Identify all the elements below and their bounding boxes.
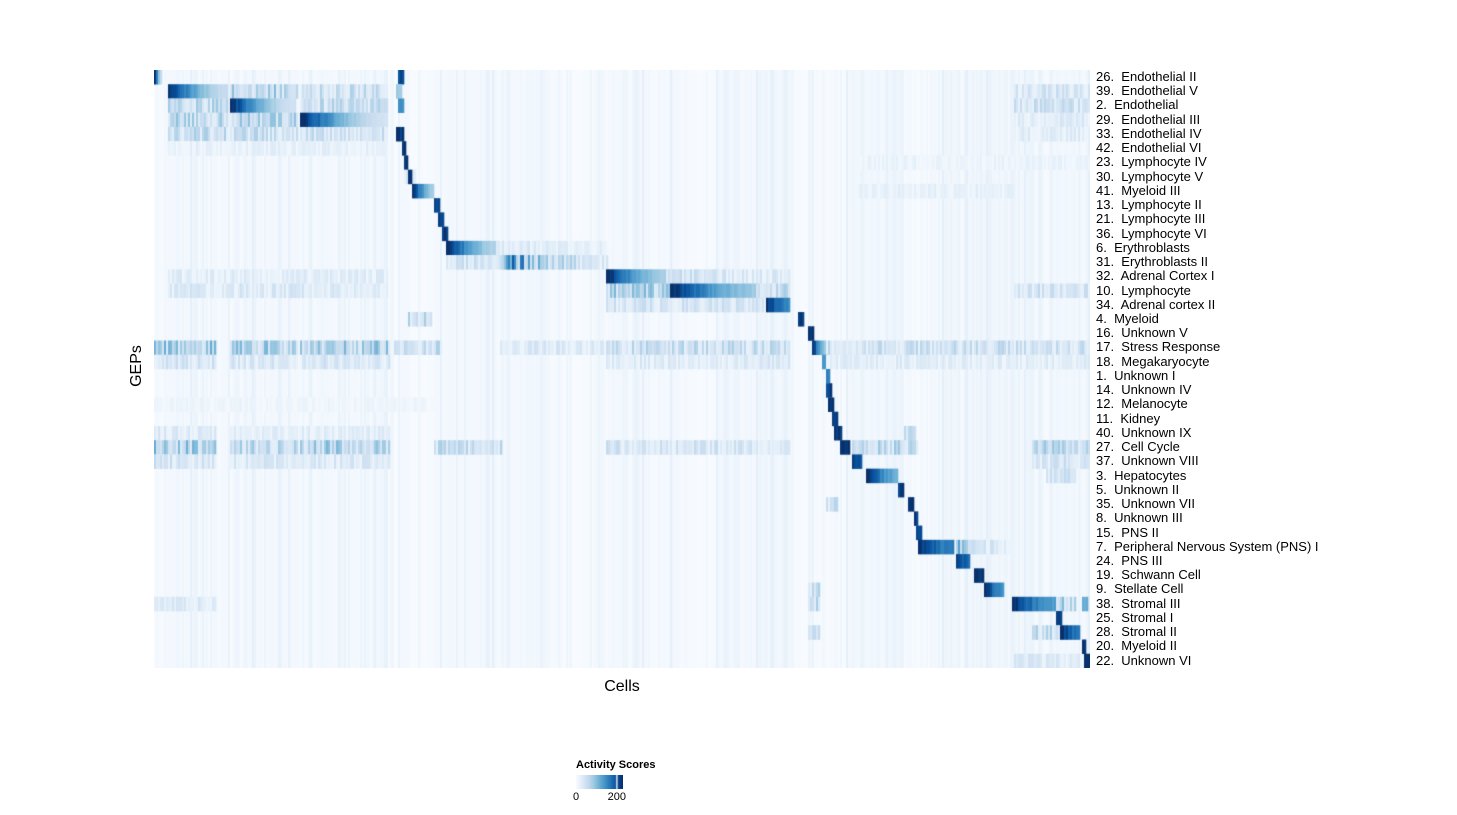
- gep-row-label: 30. Lymphocyte V: [1096, 168, 1204, 184]
- gep-row-label: 25. Stromal I: [1096, 609, 1174, 625]
- gep-row-label: 32. Adrenal Cortex I: [1096, 268, 1215, 284]
- legend-ticks: 0 200: [572, 791, 696, 805]
- gep-row-label: 22. Unknown VI: [1096, 652, 1192, 668]
- gep-row-label: 24. PNS III: [1096, 552, 1163, 568]
- gep-row-label: 29. Endothelial III: [1096, 111, 1201, 127]
- gep-row-label: 18. Megakaryocyte: [1096, 353, 1210, 369]
- gep-row-label: 31. Erythroblasts II: [1096, 254, 1208, 270]
- heatmap-canvas: [154, 70, 1090, 668]
- gep-row-label: 10. Lymphocyte: [1096, 282, 1191, 298]
- gep-row-label: 33. Endothelial IV: [1096, 125, 1202, 141]
- gep-row-label: 27. Cell Cycle: [1096, 439, 1180, 455]
- gep-row-label: 14. Unknown IV: [1096, 382, 1192, 398]
- activity-scores-legend: Activity Scores 0 200: [572, 759, 696, 805]
- gep-row-label: 41. Myeloid III: [1096, 182, 1181, 198]
- gep-row-label: 23. Lymphocyte IV: [1096, 154, 1207, 170]
- legend-tick-label: 200: [607, 791, 627, 803]
- x-axis-label: Cells: [604, 678, 640, 695]
- gep-row-label: 3. Hepatocytes: [1096, 467, 1187, 483]
- gep-row-label: 37. Unknown VIII: [1096, 453, 1199, 469]
- gep-row-label: 9. Stellate Cell: [1096, 581, 1184, 597]
- gep-row-label: 2. Endothelial: [1096, 97, 1179, 113]
- gep-row-label: 28. Stromal II: [1096, 624, 1177, 640]
- gep-row-label: 38. Stromal III: [1096, 595, 1181, 611]
- gep-row-label: 15. PNS II: [1096, 524, 1159, 540]
- gep-row-label: 12. Melanocyte: [1096, 396, 1188, 412]
- legend-colorbar: [576, 775, 623, 789]
- y-axis-label: GEPs: [128, 345, 145, 387]
- gep-row-label: 21. Lymphocyte III: [1096, 211, 1206, 227]
- gep-row-label: 8. Unknown III: [1096, 510, 1183, 526]
- gep-row-label: 13. Lymphocyte II: [1096, 197, 1202, 213]
- gep-row-label: 26. Endothelial II: [1096, 69, 1197, 84]
- gep-row-label: 6. Erythroblasts: [1096, 239, 1190, 255]
- gep-row-label: 4. Myeloid: [1096, 310, 1159, 326]
- legend-tick-label: 0: [572, 791, 580, 803]
- gep-row-label: 19. Schwann Cell: [1096, 567, 1201, 583]
- gep-row-label: 17. Stress Response: [1096, 339, 1221, 355]
- gep-row-label: 20. Myeloid II: [1096, 638, 1177, 654]
- gep-row-label: 36. Lymphocyte VI: [1096, 225, 1207, 241]
- legend-title: Activity Scores: [576, 759, 656, 771]
- gep-row-label: 5. Unknown II: [1096, 481, 1180, 497]
- gep-row-label: 39. Endothelial V: [1096, 83, 1198, 99]
- gep-row-label: 40. Unknown IX: [1096, 424, 1192, 440]
- gep-row-label: 7. Peripheral Nervous System (PNS) I: [1096, 538, 1319, 554]
- gep-row-label: 16. Unknown V: [1096, 325, 1188, 341]
- gep-row-label: 35. Unknown VII: [1096, 496, 1195, 512]
- gep-row-label: 11. Kidney: [1096, 410, 1161, 426]
- gep-row-labels: 26. Endothelial II 39. Endothelial V 2. En…: [1096, 69, 1456, 668]
- gep-row-label: 42. Endothelial VI: [1096, 140, 1202, 156]
- gep-row-label: 1. Unknown I: [1096, 367, 1176, 383]
- gep-row-label: 34. Adrenal cortex II: [1096, 296, 1216, 312]
